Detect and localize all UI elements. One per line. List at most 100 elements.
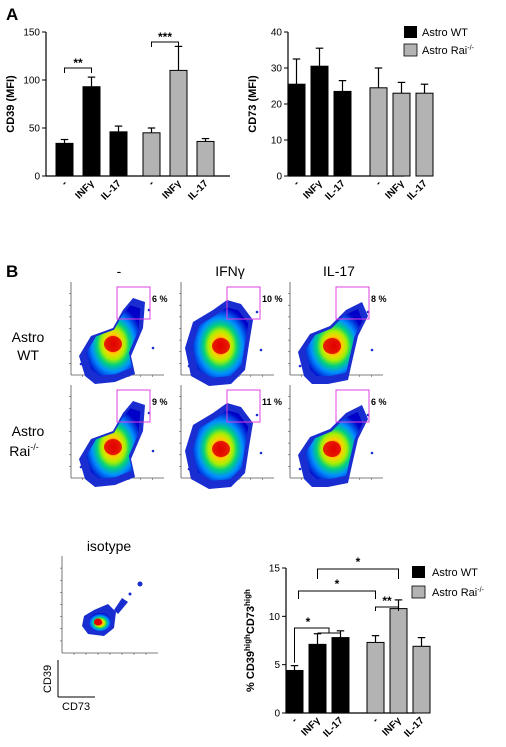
- bar: [412, 645, 431, 714]
- density-dot: [79, 465, 83, 469]
- density-dot: [259, 348, 263, 352]
- legend-label-wt: Astro WT: [422, 27, 468, 39]
- axis-key-cd39: CD39: [42, 665, 54, 693]
- legend-b-swatch-wt: [412, 566, 425, 578]
- density-core: [323, 338, 341, 354]
- flow-plot: 6 %: [288, 385, 387, 487]
- bar: [369, 87, 388, 177]
- y-tick-label: 0: [276, 172, 282, 183]
- bar: [389, 608, 408, 714]
- bar: [310, 65, 329, 177]
- significance-bracket: [151, 41, 179, 47]
- density-dot: [298, 364, 302, 368]
- bar: [142, 132, 161, 177]
- density-core: [323, 441, 341, 457]
- flow-plot: 11 %: [179, 385, 282, 489]
- gate-percentage: 6 %: [152, 294, 168, 304]
- flow-column-title-il17: IL-17: [323, 263, 355, 279]
- category-label: -: [370, 715, 380, 725]
- y-axis-label: % CD39highCD73high: [243, 589, 257, 692]
- density-dot: [259, 451, 263, 455]
- density-dot: [151, 449, 155, 453]
- axis-key-cd73: CD73: [62, 701, 90, 713]
- y-tick-label: 40: [271, 28, 283, 39]
- y-axis-label: CD39 (MFI): [5, 75, 17, 133]
- gate-box: [116, 286, 151, 320]
- y-tick-label: 5: [274, 660, 280, 671]
- density-dot: [255, 310, 259, 314]
- legend-swatch-rai: [403, 43, 418, 57]
- category-label: INFγ: [74, 178, 97, 201]
- bar: [333, 90, 352, 177]
- category-label: IL-17: [402, 715, 427, 740]
- density-dot: [187, 364, 191, 368]
- y-tick-label: 15: [269, 564, 281, 575]
- y-tick-label: 50: [29, 124, 41, 135]
- bar: [55, 142, 74, 177]
- bar: [109, 131, 128, 177]
- category-label: INFγ: [384, 178, 407, 201]
- significance-bracket: [375, 606, 399, 611]
- density-dot: [187, 467, 191, 471]
- y-tick-label: 100: [23, 76, 40, 87]
- category-label: INFγ: [161, 178, 184, 201]
- category-label: INFγ: [302, 178, 325, 201]
- density-dot: [79, 362, 83, 366]
- isotype-plot: [60, 556, 158, 655]
- bar: [82, 86, 101, 177]
- significance-bracket: [298, 590, 376, 599]
- panel-letter-b: B: [6, 262, 18, 281]
- significance-bracket: [64, 67, 92, 73]
- category-label: IL-17: [99, 178, 124, 203]
- axis-key: CD39 CD73: [42, 660, 95, 713]
- bar: [308, 643, 327, 714]
- category-label: IL-17: [323, 178, 348, 203]
- isotype-density-tail: [114, 598, 128, 614]
- y-tick-label: 20: [271, 100, 283, 111]
- significance-label: *: [356, 555, 361, 569]
- gate-percentage: 8 %: [371, 294, 387, 304]
- gate-box: [335, 389, 370, 423]
- panel-a-legend: Astro WT Astro Rai-/-: [403, 26, 475, 57]
- y-tick-label: 10: [269, 612, 281, 623]
- category-label: IL-17: [405, 178, 430, 203]
- y-tick-label: 30: [271, 64, 283, 75]
- row-label-rai-line2: Rai-/-: [9, 442, 39, 459]
- flow-plot: 9 %: [69, 385, 168, 487]
- bar: [169, 69, 188, 177]
- legend-swatch-wt: [404, 26, 417, 38]
- flow-cytometry-grid: 6 % 10 % 8 % 9 % 11 % 6 %: [69, 282, 387, 489]
- legend-b-swatch-rai: [411, 585, 426, 599]
- significance-label: **: [73, 56, 83, 70]
- gate-box: [335, 286, 370, 320]
- significance-label: ***: [158, 30, 172, 44]
- significance-label: *: [335, 577, 340, 591]
- legend-b-label-wt: Astro WT: [432, 567, 478, 579]
- density-dot: [370, 348, 374, 352]
- density-dot: [151, 346, 155, 350]
- bar: [196, 140, 215, 177]
- y-tick-label: 0: [274, 709, 280, 720]
- category-label: -: [291, 178, 301, 188]
- density-core: [212, 338, 230, 354]
- y-tick-label: 0: [34, 172, 40, 183]
- category-label: INFγ: [300, 715, 323, 738]
- panel-b-legend: Astro WT Astro Rai-/-: [411, 566, 485, 599]
- flow-plot: 8 %: [288, 282, 387, 384]
- flow-plot: 10 %: [179, 282, 283, 386]
- bar: [287, 83, 306, 177]
- density-core: [104, 336, 122, 352]
- density-core: [212, 441, 230, 457]
- significance-bracket: [294, 627, 330, 663]
- flow-column-title-ifng: IFNγ: [215, 263, 245, 279]
- gate-box: [116, 389, 151, 423]
- bar: [392, 92, 411, 177]
- y-tick-label: 10: [271, 136, 283, 147]
- category-label: INFγ: [381, 715, 404, 738]
- bar: [331, 637, 350, 714]
- gate-percentage: 6 %: [371, 397, 387, 407]
- significance-label: **: [382, 594, 392, 608]
